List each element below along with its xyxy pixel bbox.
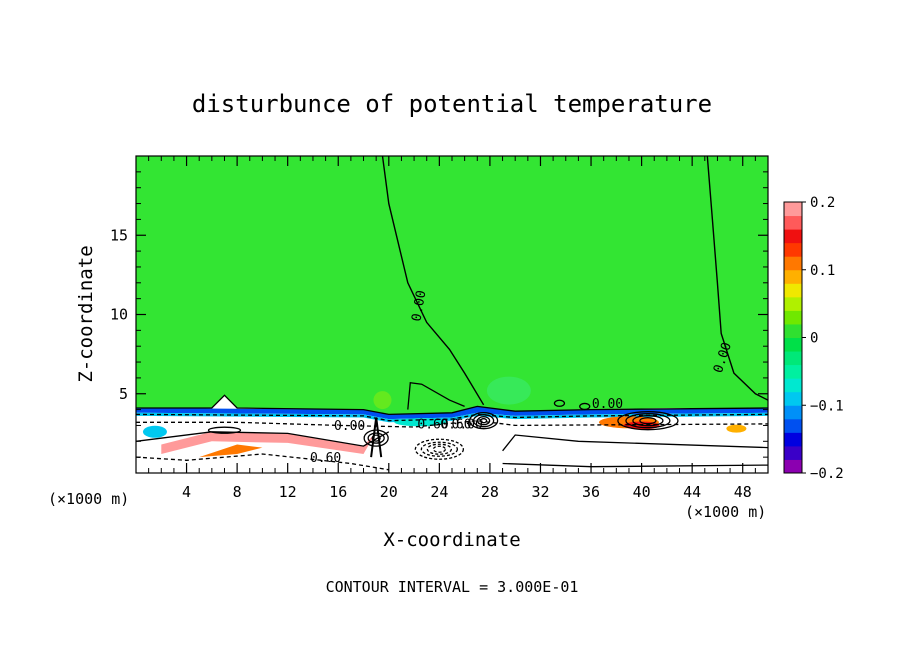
contour-label: 0.60: [417, 418, 448, 433]
contour-line: [426, 443, 453, 455]
contour-label: 0.00: [452, 418, 483, 433]
y-unit-label: (×1000 m): [48, 490, 129, 508]
contour-line: [502, 434, 768, 452]
colorbar-tick-label: 0: [810, 331, 818, 347]
y-axis: 5 10 15: [110, 171, 768, 458]
contour-label: 0.60: [310, 451, 341, 466]
colorbar-swatch: [784, 269, 802, 284]
faint-anomaly: [373, 391, 392, 410]
colorbar-swatch: [784, 283, 802, 298]
x-tick-label: 16: [329, 483, 347, 501]
warm-streak: [161, 431, 377, 454]
colorbar-swatch: [784, 351, 802, 366]
contour-line: [625, 413, 671, 429]
contour-line: [479, 418, 488, 424]
contour-line: [432, 445, 447, 453]
contour-line: [420, 441, 459, 457]
colorbar-swatch: [784, 296, 802, 311]
colorbar-swatch: [784, 432, 802, 447]
colorbar-tick-label: −0.1: [810, 398, 844, 414]
contour-line: [370, 417, 383, 458]
x-axis-label: X-coordinate: [383, 529, 520, 551]
colorbar-tick-label: 0.2: [810, 195, 835, 211]
contour-interval-note: CONTOUR INTERVAL = 3.000E-01: [326, 578, 579, 596]
x-tick-label: 40: [633, 483, 651, 501]
warm-streak: [199, 444, 263, 458]
colorbar-swatch: [784, 310, 802, 325]
contour-line: [579, 402, 591, 411]
y-tick-label: 5: [119, 385, 128, 403]
x-tick-label: 28: [481, 483, 499, 501]
x-tick-label: 32: [531, 483, 549, 501]
y-axis-label: Z-coordinate: [75, 245, 97, 382]
contour-line: [476, 416, 491, 426]
x-tick-label: 20: [380, 483, 398, 501]
contour-label: 0.00: [409, 289, 429, 322]
contour-line: [639, 417, 657, 425]
colorbar: 0.2 0.1 0 −0.1 −0.2: [783, 195, 844, 482]
contour-line: [553, 399, 566, 407]
contour-line: [371, 434, 381, 442]
x-tick-label: 12: [279, 483, 297, 501]
cold-pocket: [394, 418, 447, 427]
contour-line: [381, 156, 485, 406]
x-tick-label: 44: [683, 483, 701, 501]
contour-line: [632, 415, 664, 427]
colorbar-swatch: [784, 337, 802, 352]
contour-line: [136, 413, 768, 422]
x-tick-label: 8: [233, 483, 242, 501]
contour-line: [136, 394, 768, 416]
contour-line: [136, 453, 389, 471]
contour-line: [617, 411, 679, 431]
colorbar-swatch: [784, 459, 802, 474]
y-tick-label: 10: [110, 306, 128, 324]
contour-line: [363, 429, 389, 447]
colorbar-swatch: [784, 391, 802, 406]
colorbar-swatch: [784, 418, 802, 433]
warm-pocket: [726, 424, 747, 433]
colorbar-swatch: [784, 364, 802, 379]
contour-line: [207, 426, 242, 434]
contour-lines: [136, 156, 768, 471]
x-tick-label: 48: [734, 483, 752, 501]
x-tick-label: 24: [430, 483, 448, 501]
colorbar-swatch: [784, 445, 802, 460]
x-axis: 4 8 12 16 20 24 28 32 36 40 44 48: [148, 156, 756, 501]
contour-label: 0.00: [334, 419, 365, 434]
contour-line: [472, 414, 495, 428]
colorbar-swatch: [784, 405, 802, 420]
chart-title: disturbunce of potential temperature: [192, 90, 712, 118]
colorbar-tick-label: −0.2: [810, 466, 844, 482]
contour-line: [706, 156, 768, 401]
contour-line: [367, 432, 385, 444]
y-tick-label: 15: [110, 226, 128, 244]
contour-line: [136, 420, 768, 428]
contour-label: -0.60: [432, 418, 471, 433]
colorbar-swatch: [784, 202, 802, 217]
colorbar-swatch: [784, 229, 802, 244]
contour-label: 0.00: [592, 397, 623, 412]
contour-line: [468, 412, 499, 430]
contour-line: [136, 431, 390, 447]
colorbar-swatch: [784, 256, 802, 271]
colorbar-tick-label: 0.1: [810, 263, 835, 279]
colorbar-swatch: [784, 242, 802, 257]
faint-anomaly: [486, 376, 531, 405]
x-tick-label: 4: [182, 483, 191, 501]
colorbar-swatch: [784, 215, 802, 230]
contour-line: [407, 381, 465, 410]
x-tick-label: 36: [582, 483, 600, 501]
x-unit-label: (×1000 m): [685, 503, 766, 521]
colorbar-swatch: [784, 378, 802, 393]
contour-line: [414, 438, 465, 460]
colorbar-swatch: [784, 323, 802, 338]
cold-pocket: [142, 425, 167, 438]
inversion-band-light: [136, 412, 768, 423]
